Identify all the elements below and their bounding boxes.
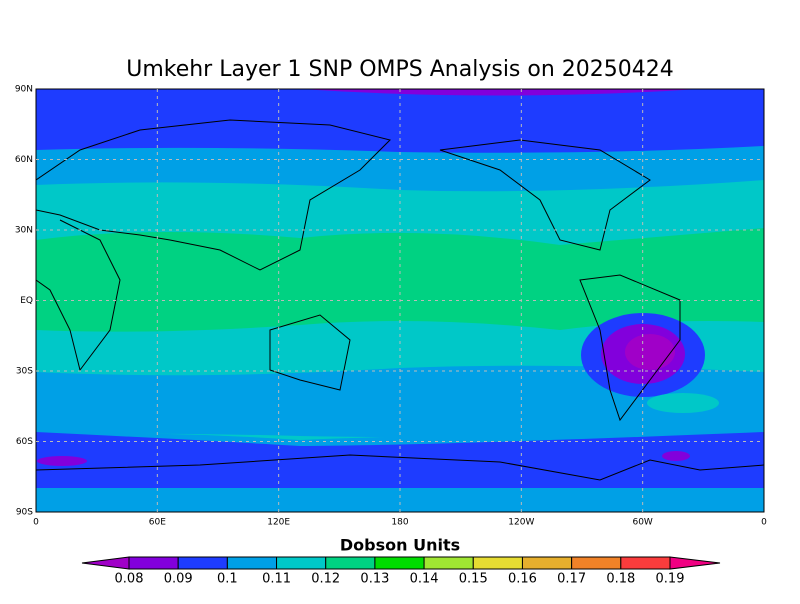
blob (625, 334, 675, 370)
colorbar-label: 0.1 (217, 572, 238, 587)
colorbar-swatch (177, 556, 228, 570)
band (36, 488, 764, 512)
colorbar-swatch (374, 556, 425, 570)
colorbar-label: 0.09 (164, 572, 193, 587)
colorbar-swatch (325, 556, 376, 570)
x-tick-label: 0 (33, 518, 39, 528)
x-tick-label: 0 (761, 518, 767, 528)
colorbar-label: 0.19 (656, 572, 685, 587)
colorbar-swatch (521, 556, 573, 570)
colorbar-swatch (276, 556, 327, 570)
colorbar-swatch (571, 556, 622, 570)
y-tick-label: 60S (16, 437, 33, 447)
colorbar-extension (669, 556, 721, 570)
y-tick-label: 90N (15, 85, 33, 95)
blob (662, 451, 690, 461)
colorbar-label: 0.13 (360, 572, 389, 587)
colorbar-label: 0.16 (508, 572, 537, 587)
map-title: Umkehr Layer 1 SNP OMPS Analysis on 2025… (126, 57, 674, 82)
blob (37, 456, 87, 466)
colorbar-label: 0.12 (311, 572, 340, 587)
y-tick-label: EQ (20, 296, 33, 306)
colorbar-label: 0.14 (410, 572, 439, 587)
colorbar-extension (81, 556, 130, 570)
x-tick-label: 120E (267, 518, 290, 528)
band (36, 457, 764, 490)
blob (647, 393, 719, 413)
colorbar-label: 0.15 (459, 572, 488, 587)
colorbar-swatch (620, 556, 671, 570)
colorbar-swatch (128, 556, 179, 570)
y-tick-label: 60N (15, 155, 33, 165)
y-tick-label: 30S (16, 367, 33, 377)
x-tick-label: 60E (149, 518, 166, 528)
colorbar-label: 0.18 (606, 572, 635, 587)
colorbar-swatch (226, 556, 278, 570)
y-tick-label: 30N (15, 226, 33, 236)
band (36, 365, 764, 438)
x-tick-label: 120W (508, 518, 534, 528)
x-tick-label: 180 (391, 518, 408, 528)
colorbar-label: 0.17 (557, 572, 586, 587)
y-tick-label: 90S (16, 508, 33, 518)
colorbar-title: Dobson Units (340, 536, 460, 555)
colorbar-label: 0.11 (262, 572, 291, 587)
x-tick-label: 60W (632, 518, 652, 528)
colorbar-swatch (472, 556, 523, 570)
colorbar-swatch (423, 556, 474, 570)
colorbar-label: 0.08 (115, 572, 144, 587)
